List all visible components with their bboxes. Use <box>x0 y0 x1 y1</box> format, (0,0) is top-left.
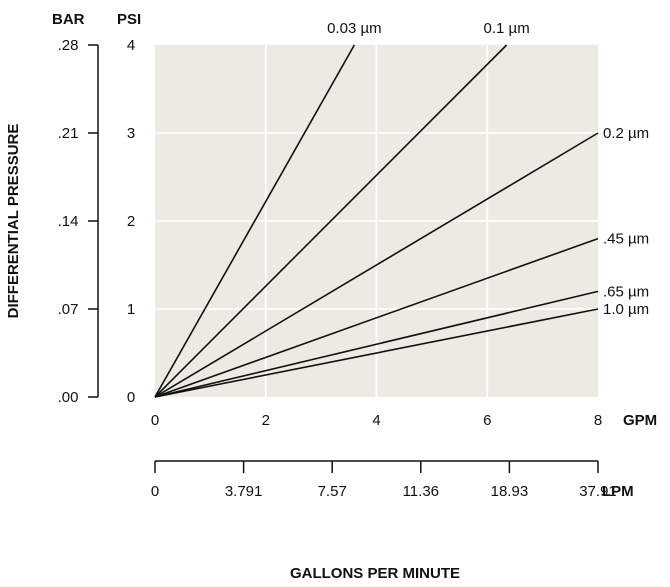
series-label: .45 µm <box>603 231 649 248</box>
lpm-tick-label: 18.93 <box>491 483 529 500</box>
series-line <box>154 44 508 398</box>
lpm-tick-label: 3.791 <box>225 483 263 500</box>
series-line <box>154 308 599 398</box>
bar-tick-label: .00 <box>58 389 79 406</box>
series-line <box>154 44 356 398</box>
series-label: .65 µm <box>603 283 649 300</box>
lpm-tick-label: 7.57 <box>318 483 347 500</box>
gpm-tick-label: 0 <box>151 412 159 429</box>
y-axis-title: DIFFERENTIAL PRESSURE <box>5 124 22 319</box>
psi-tick-label: 1 <box>127 301 135 318</box>
bar-tick-label: .21 <box>58 125 79 142</box>
series-line <box>154 237 599 398</box>
psi-tick-label: 4 <box>127 37 135 54</box>
psi-axis-unit: PSI <box>117 11 141 28</box>
bar-axis: BAR .00 .07 .14 .21 .28 <box>52 11 99 406</box>
series-label: 0.03 µm <box>327 20 382 37</box>
bar-tick-label: .07 <box>58 301 79 318</box>
series-label: 0.2 µm <box>603 125 649 142</box>
gpm-axis: 0 2 4 6 8 GPM <box>151 412 657 429</box>
psi-tick-label: 3 <box>127 125 135 142</box>
x-axis-title: GALLONS PER MINUTE <box>290 565 460 582</box>
series-labels: 0.03 µm 0.1 µm 0.2 µm .45 µm .65 µm1.0 µm <box>327 20 649 318</box>
gpm-tick-label: 8 <box>594 412 602 429</box>
psi-tick-label: 2 <box>127 213 135 230</box>
series-line <box>154 290 599 398</box>
lpm-tick-label: 0 <box>151 483 159 500</box>
grid-lines <box>155 45 598 397</box>
series-label: 1.0 µm <box>603 301 649 318</box>
gpm-tick-label: 4 <box>372 412 380 429</box>
bar-axis-unit: BAR <box>52 11 85 28</box>
series-line <box>154 132 599 398</box>
psi-axis: PSI 0 1 2 3 4 <box>117 11 141 406</box>
bar-tick-label: .28 <box>58 37 79 54</box>
series-lines <box>154 44 599 398</box>
lpm-axis: 0 3.791 7.57 11.36 18.93 37.91 LPM <box>151 460 634 500</box>
series-label: 0.1 µm <box>484 20 530 37</box>
lpm-tick-label: 37.91 <box>579 483 617 500</box>
psi-tick-label: 0 <box>127 389 135 406</box>
lpm-axis-unit: LPM <box>602 483 634 500</box>
gpm-axis-unit: GPM <box>623 412 657 429</box>
lpm-tick-label: 11.36 <box>403 483 439 500</box>
bar-tick-label: .14 <box>58 213 79 230</box>
gpm-tick-label: 6 <box>483 412 491 429</box>
gpm-tick-label: 2 <box>262 412 270 429</box>
